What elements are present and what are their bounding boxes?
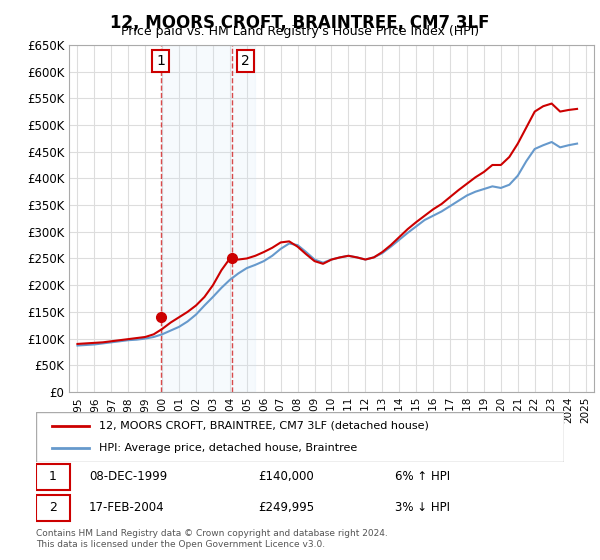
Text: 3% ↓ HPI: 3% ↓ HPI [395,501,450,514]
Text: Price paid vs. HM Land Registry's House Price Index (HPI): Price paid vs. HM Land Registry's House … [121,25,479,38]
Text: 2: 2 [49,501,57,514]
Text: 1: 1 [49,470,57,483]
Text: Contains HM Land Registry data © Crown copyright and database right 2024.
This d: Contains HM Land Registry data © Crown c… [36,529,388,549]
Text: 12, MOORS CROFT, BRAINTREE, CM7 3LF (detached house): 12, MOORS CROFT, BRAINTREE, CM7 3LF (det… [100,421,429,431]
FancyBboxPatch shape [36,464,70,489]
Text: 17-FEB-2004: 17-FEB-2004 [89,501,164,514]
Text: 6% ↑ HPI: 6% ↑ HPI [395,470,450,483]
FancyBboxPatch shape [36,412,564,462]
Text: £140,000: £140,000 [258,470,314,483]
Text: 1: 1 [157,54,165,68]
Bar [162,45,255,392]
Text: 12, MOORS CROFT, BRAINTREE, CM7 3LF: 12, MOORS CROFT, BRAINTREE, CM7 3LF [110,14,490,32]
Text: HPI: Average price, detached house, Braintree: HPI: Average price, detached house, Brai… [100,443,358,453]
Text: 2: 2 [241,54,250,68]
FancyBboxPatch shape [36,494,70,521]
Text: 08-DEC-1999: 08-DEC-1999 [89,470,167,483]
Text: £249,995: £249,995 [258,501,314,514]
